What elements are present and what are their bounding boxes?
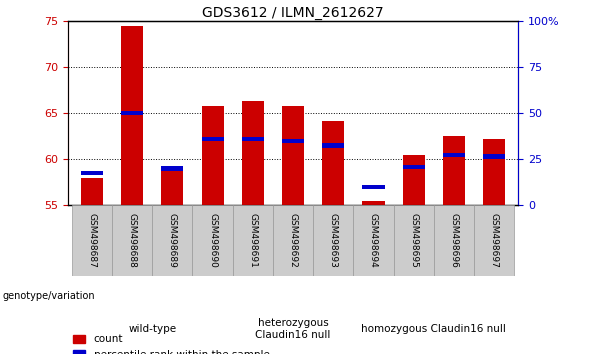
Bar — [322, 121, 345, 205]
Bar — [112, 205, 152, 276]
Bar — [362, 185, 385, 189]
Bar — [362, 201, 385, 205]
Bar — [152, 205, 193, 276]
Bar — [233, 205, 273, 276]
Legend: count, percentile rank within the sample: count, percentile rank within the sample — [73, 335, 270, 354]
Bar — [393, 205, 434, 276]
Text: GSM498690: GSM498690 — [208, 213, 217, 268]
Bar — [443, 136, 465, 205]
Bar — [474, 205, 514, 276]
Bar — [241, 101, 264, 205]
Text: GSM498687: GSM498687 — [87, 213, 97, 268]
Title: GDS3612 / ILMN_2612627: GDS3612 / ILMN_2612627 — [202, 6, 384, 20]
Bar — [161, 166, 183, 171]
Text: GSM498697: GSM498697 — [489, 213, 499, 268]
Bar — [81, 178, 103, 205]
Text: GSM498688: GSM498688 — [128, 213, 137, 268]
Text: wild-type: wild-type — [128, 324, 176, 334]
Bar — [72, 205, 112, 276]
Bar — [403, 165, 425, 169]
Bar — [434, 205, 474, 276]
Text: GSM498694: GSM498694 — [369, 213, 378, 268]
Bar — [403, 155, 425, 205]
Bar — [201, 137, 224, 141]
Text: genotype/variation: genotype/variation — [3, 291, 95, 301]
Bar — [161, 166, 183, 205]
Bar — [483, 139, 505, 205]
Bar — [121, 26, 143, 205]
Bar — [241, 137, 264, 141]
Bar — [193, 205, 233, 276]
Bar — [282, 106, 304, 205]
Text: GSM498693: GSM498693 — [329, 213, 337, 268]
Bar — [353, 205, 393, 276]
Bar — [201, 106, 224, 205]
Bar — [81, 171, 103, 175]
Text: GSM498691: GSM498691 — [249, 213, 257, 268]
Bar — [483, 154, 505, 159]
Text: heterozygous
Claudin16 null: heterozygous Claudin16 null — [256, 318, 330, 340]
Bar — [273, 205, 313, 276]
Bar — [322, 143, 345, 148]
Text: homozygous Claudin16 null: homozygous Claudin16 null — [362, 324, 507, 334]
Bar — [282, 139, 304, 143]
Text: GSM498696: GSM498696 — [449, 213, 458, 268]
Text: GSM498692: GSM498692 — [289, 213, 297, 268]
Text: GSM498695: GSM498695 — [409, 213, 418, 268]
Bar — [121, 111, 143, 115]
Bar — [313, 205, 353, 276]
Bar — [443, 153, 465, 157]
Text: GSM498689: GSM498689 — [168, 213, 177, 268]
